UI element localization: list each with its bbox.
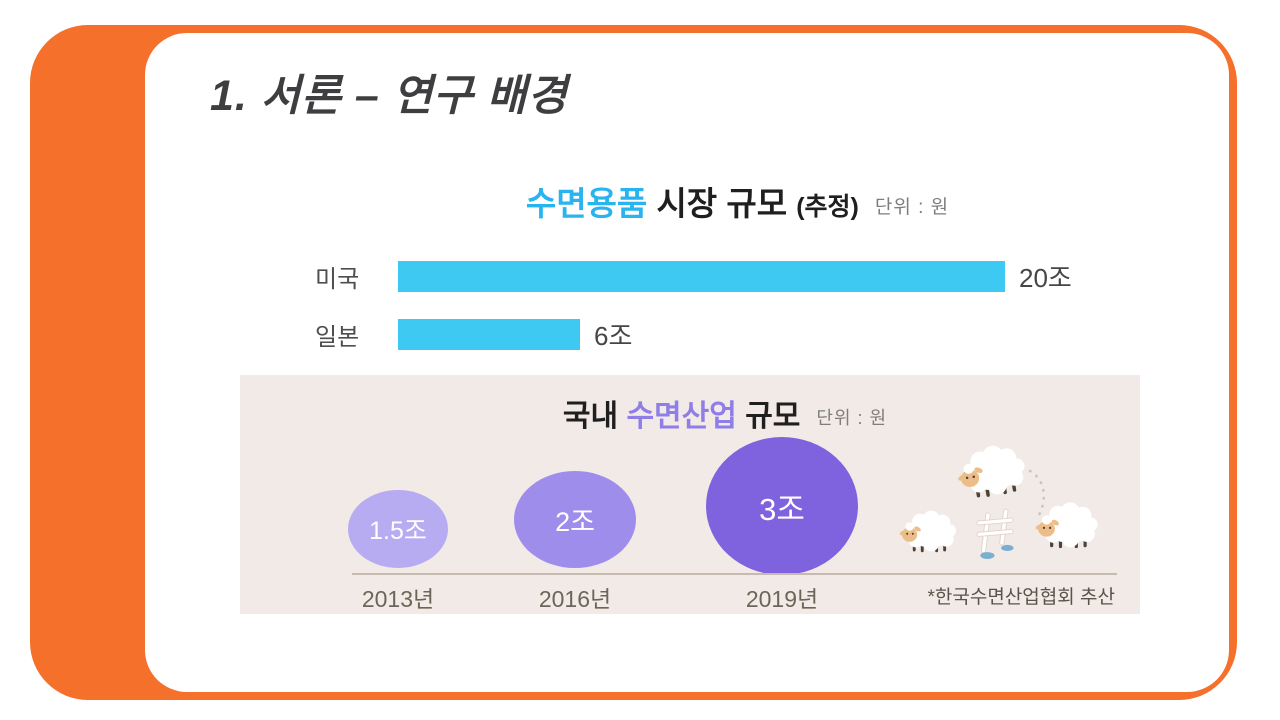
source-footnote: *한국수면산업협회 추산: [927, 587, 1115, 608]
year-label-2016: 2016년: [538, 586, 612, 612]
top-chart-title-rest: 시장 규모: [647, 185, 797, 222]
bar-value-japan: 6조: [594, 321, 633, 351]
sheep-left-icon: [899, 510, 956, 553]
bubble-2019-value: 3조: [759, 491, 805, 527]
year-label-2013: 2013년: [361, 586, 435, 612]
bar-label-usa: 미국: [315, 266, 360, 293]
slide-frame: 1. 서론 – 연구 배경 수면용품 시장 규모 (추정) 단위 : 원 미국 2…: [30, 25, 1237, 700]
sleep-products-market-chart: 수면용품 시장 규모 (추정) 단위 : 원 미국 20조 일본 6조: [315, 183, 1115, 377]
bar-label-japan: 일본: [315, 324, 360, 351]
panel-title-suffix: 규모: [736, 400, 801, 433]
sheep-right-icon: [1035, 502, 1098, 549]
bubble-2013-value: 1.5조: [369, 517, 427, 545]
jump-arc: [1028, 469, 1046, 517]
panel-title-highlight: 수면산업: [626, 400, 737, 433]
bar-row-japan: 일본 6조: [315, 319, 1115, 351]
bar-japan: [398, 319, 580, 350]
bubble-2013: 1.5조: [348, 490, 448, 568]
top-chart-title-paren: (추정): [796, 193, 859, 221]
domestic-sleep-industry-panel: 국내 수면산업 규모 단위 : 원 1.5조 2조 3조: [240, 375, 1140, 614]
slide-card: 1. 서론 – 연구 배경 수면용품 시장 규모 (추정) 단위 : 원 미국 2…: [145, 33, 1229, 692]
page-title: 1. 서론 – 연구 배경: [210, 72, 568, 120]
top-chart-title: 수면용품 시장 규모 (추정) 단위 : 원: [315, 183, 1115, 229]
panel-title-prefix: 국내: [562, 400, 627, 433]
year-label-2019: 2019년: [745, 586, 819, 612]
bubble-2016-value: 2조: [555, 507, 595, 537]
top-chart-title-highlight: 수면용품: [525, 185, 648, 222]
bar-usa: [398, 261, 1005, 292]
top-chart-unit-label: 단위 : 원: [874, 197, 950, 218]
fence-icon: [976, 508, 1015, 560]
sheep-jumping-icon: [953, 441, 1029, 502]
bubble-2016: 2조: [514, 471, 636, 568]
sheep-illustration: [899, 441, 1098, 560]
bar-row-usa: 미국 20조: [315, 261, 1115, 293]
panel-title: 국내 수면산업 규모 단위 : 원: [240, 375, 1140, 435]
panel-unit-label: 단위 : 원: [816, 408, 888, 428]
bar-value-usa: 20조: [1019, 263, 1072, 293]
bubble-2019: 3조: [706, 437, 858, 575]
bubble-baseline: [352, 573, 1117, 575]
